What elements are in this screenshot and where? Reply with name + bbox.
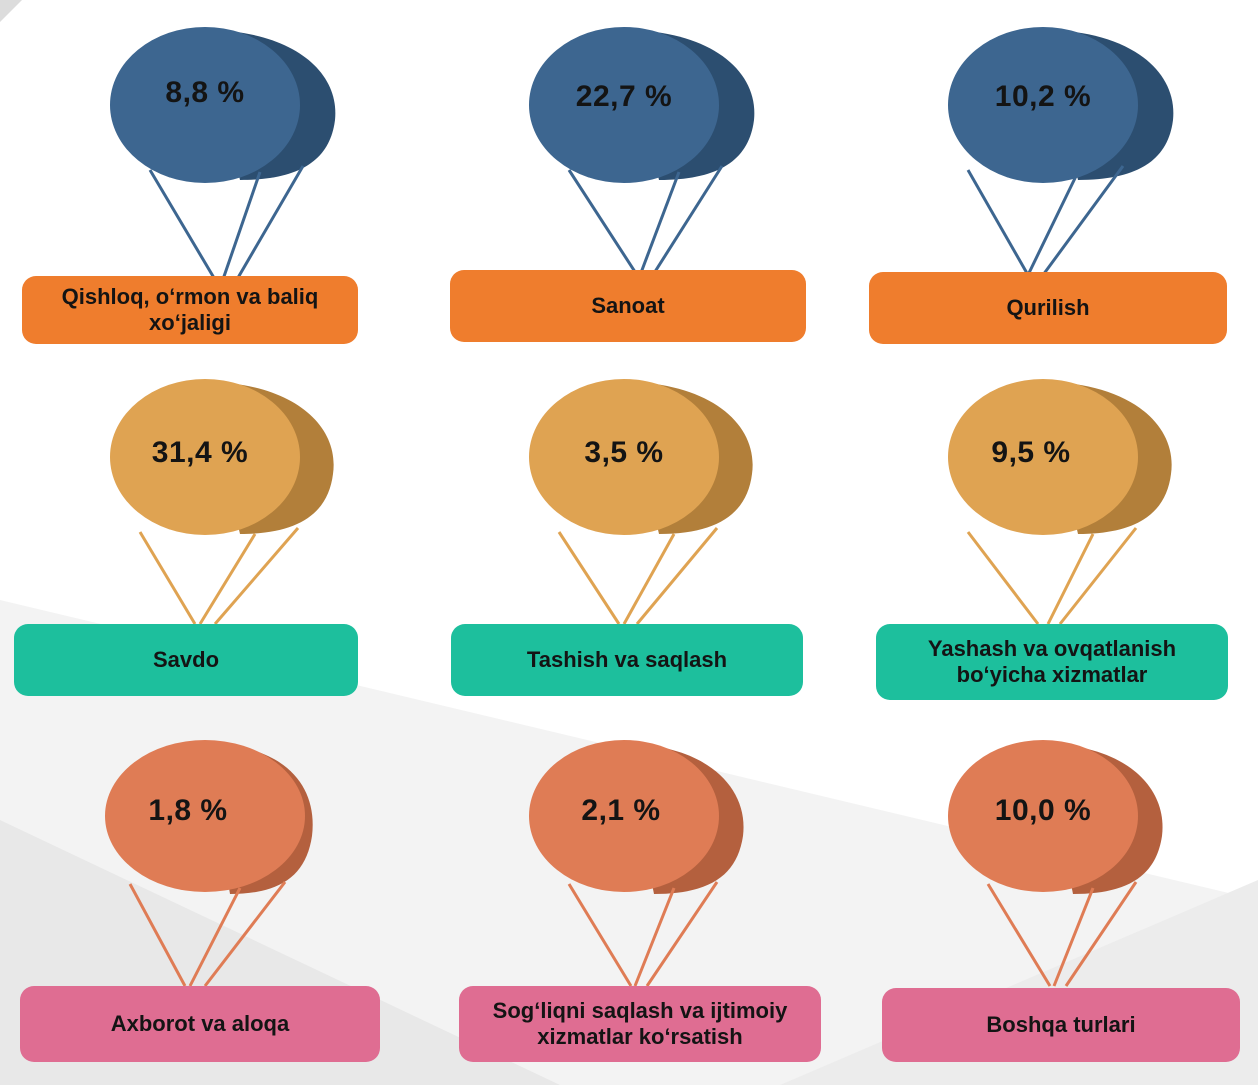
percentage-value: 9,5 % bbox=[991, 436, 1071, 469]
balloon-icon bbox=[529, 740, 744, 987]
sector-accommodation: 9,5 % Yashash va ovqatlanish bo‘yicha xi… bbox=[838, 362, 1257, 724]
percentage-value: 1,8 % bbox=[148, 794, 228, 827]
balloon-icon bbox=[110, 379, 334, 625]
percentage-value: 3,5 % bbox=[584, 436, 664, 469]
sector-agriculture: 8,8 % Qishloq, o‘rmon va baliq xo‘jaligi bbox=[0, 0, 419, 362]
percentage-value: 8,8 % bbox=[165, 76, 245, 109]
percentage-value: 10,2 % bbox=[994, 80, 1092, 113]
sector-trade: 31,4 % Savdo bbox=[0, 362, 419, 724]
balloon-icon bbox=[110, 27, 336, 289]
sector-label: Qurilish bbox=[869, 272, 1227, 344]
balloon-icon bbox=[948, 740, 1163, 987]
balloon-icon bbox=[948, 379, 1172, 625]
percentage-value: 2,1 % bbox=[581, 794, 661, 827]
percentage-value: 22,7 % bbox=[575, 80, 673, 113]
balloon-icon bbox=[948, 27, 1174, 276]
sector-construction: 10,2 % Qurilish bbox=[838, 0, 1257, 362]
balloon-icon bbox=[105, 740, 313, 987]
sector-label: Savdo bbox=[14, 624, 358, 696]
sector-label: Boshqa turlari bbox=[882, 988, 1240, 1062]
sector-transport: 3,5 % Tashish va saqlash bbox=[419, 362, 838, 724]
sector-industry: 22,7 % Sanoat bbox=[419, 0, 838, 362]
sector-label: Axborot va aloqa bbox=[20, 986, 380, 1062]
sector-label: Yashash va ovqatlanish bo‘yicha xizmatla… bbox=[876, 624, 1228, 700]
sector-label: Sog‘liqni saqlash va ijtimoiy xizmatlar … bbox=[459, 986, 821, 1062]
balloon-icon bbox=[529, 379, 753, 625]
balloon-icon bbox=[529, 27, 755, 279]
sector-label: Tashish va saqlash bbox=[451, 624, 803, 696]
sector-other: 10,0 % Boshqa turlari bbox=[838, 724, 1257, 1086]
sector-label: Sanoat bbox=[450, 270, 806, 342]
percentage-value: 31,4 % bbox=[151, 436, 249, 469]
sector-health: 2,1 % Sog‘liqni saqlash va ijtimoiy xizm… bbox=[419, 724, 838, 1086]
percentage-value: 10,0 % bbox=[994, 794, 1092, 827]
sector-ict: 1,8 % Axborot va aloqa bbox=[0, 724, 419, 1086]
sector-label: Qishloq, o‘rmon va baliq xo‘jaligi bbox=[22, 276, 358, 344]
